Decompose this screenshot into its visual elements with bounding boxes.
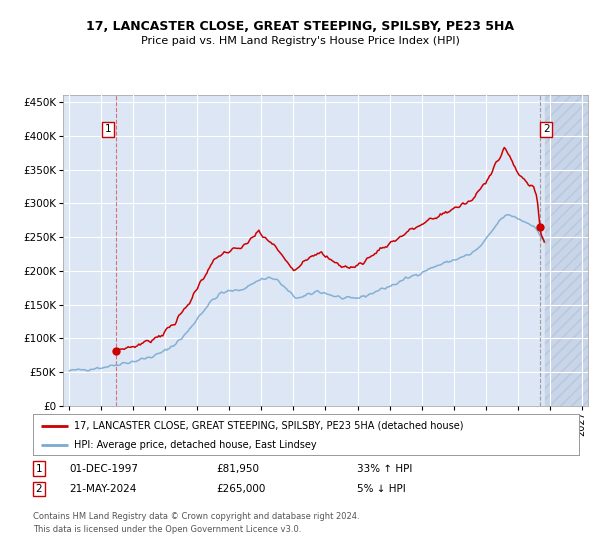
Text: 17, LANCASTER CLOSE, GREAT STEEPING, SPILSBY, PE23 5HA: 17, LANCASTER CLOSE, GREAT STEEPING, SPI… (86, 20, 514, 32)
Text: 5% ↓ HPI: 5% ↓ HPI (357, 484, 406, 494)
Text: 2: 2 (543, 124, 550, 134)
Text: 01-DEC-1997: 01-DEC-1997 (69, 464, 138, 474)
Text: 2: 2 (35, 484, 43, 494)
Text: £265,000: £265,000 (216, 484, 265, 494)
Text: 1: 1 (105, 124, 112, 134)
Text: 17, LANCASTER CLOSE, GREAT STEEPING, SPILSBY, PE23 5HA (detached house): 17, LANCASTER CLOSE, GREAT STEEPING, SPI… (74, 421, 463, 431)
Bar (545, 95, 588, 406)
Text: Contains HM Land Registry data © Crown copyright and database right 2024.
This d: Contains HM Land Registry data © Crown c… (33, 512, 359, 534)
Text: £81,950: £81,950 (216, 464, 259, 474)
Text: HPI: Average price, detached house, East Lindsey: HPI: Average price, detached house, East… (74, 440, 317, 450)
Text: 21-MAY-2024: 21-MAY-2024 (69, 484, 136, 494)
Text: Price paid vs. HM Land Registry's House Price Index (HPI): Price paid vs. HM Land Registry's House … (140, 36, 460, 46)
Bar (545, 95, 588, 406)
Text: 1: 1 (35, 464, 43, 474)
Text: 33% ↑ HPI: 33% ↑ HPI (357, 464, 412, 474)
